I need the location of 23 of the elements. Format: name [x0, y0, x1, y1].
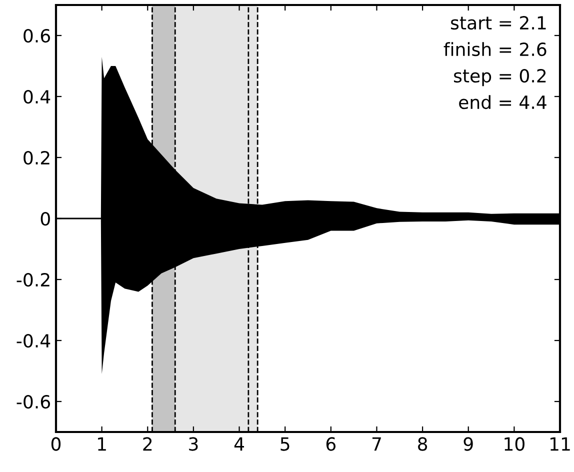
x-tick-label: 7	[372, 437, 381, 451]
x-tick-label: 2	[143, 437, 152, 451]
x-tick-label: 5	[280, 437, 290, 451]
x-tick-label: 1	[98, 437, 106, 451]
x-tick-label: 3	[189, 437, 198, 451]
annotation: finish = 2.6	[444, 42, 546, 56]
y-tick-label: 0.2	[24, 150, 50, 165]
y-tick-label: 0	[40, 212, 50, 226]
annotation: start = 2.1	[451, 16, 546, 30]
annotation: step = 0.2	[454, 68, 546, 86]
y-tick-label: -0.6	[16, 394, 50, 409]
y-tick-label: -0.4	[16, 334, 50, 348]
x-tick-label: 9	[464, 437, 473, 451]
x-tick-label: 10	[504, 437, 524, 451]
x-tick-label: 8	[418, 437, 428, 451]
x-tick-label: 11	[550, 437, 570, 451]
x-tick-label: 4	[234, 437, 244, 451]
y-tick-label: 0.4	[24, 90, 50, 104]
x-tick-label: 6	[326, 437, 336, 451]
y-tick-label: 0.6	[24, 28, 50, 43]
y-tick-label: -0.2	[16, 272, 50, 287]
x-tick-label: 0	[51, 437, 61, 451]
annotation: end = 4.4	[459, 95, 546, 110]
